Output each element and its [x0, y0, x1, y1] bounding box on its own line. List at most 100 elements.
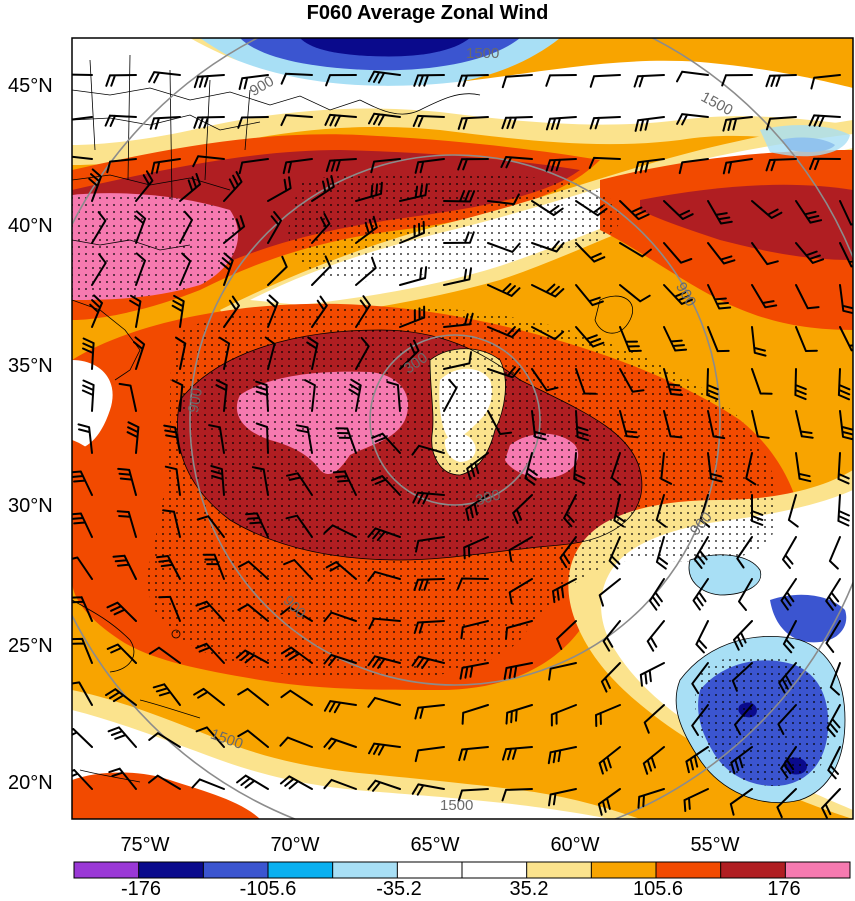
wind-barb [683, 788, 709, 812]
wind-barb [411, 444, 445, 456]
wind-barb [208, 424, 225, 454]
wind-barb [171, 294, 185, 328]
wind-barb [575, 368, 597, 395]
wind-barb [837, 368, 851, 401]
wind-barb [251, 466, 269, 496]
wind-barb [508, 536, 533, 562]
wind-barb [663, 242, 693, 264]
wind-barb [795, 284, 820, 310]
wind-barb [707, 326, 730, 353]
wind-barb [412, 114, 445, 128]
wind-barb [414, 158, 445, 174]
wind-barb [588, 156, 621, 169]
range-rings [72, 38, 853, 819]
lon-label-60w: 60°W [550, 834, 600, 856]
wind-barb [502, 746, 533, 761]
wind-barb [399, 339, 420, 370]
wind-barb [487, 242, 521, 253]
wind-barb [663, 200, 694, 220]
wind-barb [825, 620, 841, 653]
colorbar-swatch [462, 862, 527, 878]
wind-barb [237, 603, 269, 622]
wind-barb [371, 432, 401, 454]
wind-barb [117, 467, 137, 496]
wind-barb [325, 158, 357, 173]
wind-barb [637, 788, 665, 809]
wind-barb [825, 578, 841, 611]
wind-barb [150, 158, 181, 175]
wind-barb [304, 379, 316, 412]
wind-barb [660, 452, 673, 485]
wind-barb [776, 788, 797, 819]
wind-barb [116, 510, 137, 538]
colorbar-swatch [656, 862, 721, 878]
wind-barb [118, 382, 137, 412]
wind-barb [827, 746, 841, 780]
wind-barb [745, 452, 757, 486]
wind-barb [503, 662, 533, 680]
wind-barb [730, 746, 753, 775]
wind-barb [413, 74, 445, 87]
wind-barb [295, 424, 313, 454]
wind-barb [663, 368, 683, 396]
wind-barb [325, 561, 357, 580]
wind-barb [238, 158, 269, 175]
wind-barb [323, 611, 357, 623]
wind-barb [399, 183, 428, 202]
wind-barb [524, 452, 538, 486]
wind-barb [355, 181, 383, 202]
wind-barb [414, 704, 445, 720]
wind-barb [104, 114, 137, 127]
wind-barb [501, 74, 533, 89]
wind-barb [158, 595, 181, 622]
wind-barb [107, 726, 137, 748]
wind-barb [595, 704, 621, 727]
wind-barb [195, 642, 225, 664]
colorbar-swatch [591, 862, 657, 878]
wind-barb [751, 200, 783, 219]
wind-barb [279, 775, 313, 790]
wind-barb [179, 210, 193, 244]
wind-barb [777, 704, 797, 735]
wind-barb [223, 171, 243, 202]
wind-barb [826, 704, 841, 738]
wind-barb [238, 74, 269, 90]
wind-barb [829, 662, 841, 696]
wind-barb [210, 465, 225, 496]
wind-barb [355, 215, 378, 244]
wind-barb [72, 73, 93, 76]
lat-label-40n: 40°N [8, 215, 53, 237]
wind-barb [171, 379, 184, 412]
wind-barb [415, 536, 445, 553]
wind-barb [619, 200, 650, 221]
wind-barb [91, 253, 107, 286]
wind-barb [443, 231, 475, 244]
wind-barb [500, 156, 533, 169]
wind-barb [707, 242, 736, 265]
wind-barb [72, 470, 93, 496]
lat-label-45n: 45°N [8, 75, 53, 97]
wind-barb [795, 200, 823, 224]
wind-barb [164, 465, 181, 496]
wind-barb [722, 116, 753, 132]
wind-barb [559, 536, 577, 569]
wind-barb [235, 649, 269, 664]
wind-barb [821, 788, 841, 819]
wind-barb [707, 200, 733, 225]
wind-barb [443, 312, 474, 328]
wind-barb [332, 470, 357, 496]
wind-barb [646, 620, 665, 652]
wind-barb [282, 158, 313, 175]
wind-barb [286, 472, 313, 496]
wind-barb [179, 252, 192, 286]
wind-barb [367, 696, 401, 708]
contour-label: 300 [474, 486, 503, 509]
wind-barb [399, 220, 425, 244]
wind-barb [223, 295, 240, 328]
wind-barb [487, 283, 521, 297]
wind-barb [619, 410, 639, 439]
wind-barb [323, 700, 357, 714]
wind-barb [736, 536, 753, 569]
wind-barb [795, 452, 812, 483]
wind-barb [105, 688, 137, 706]
